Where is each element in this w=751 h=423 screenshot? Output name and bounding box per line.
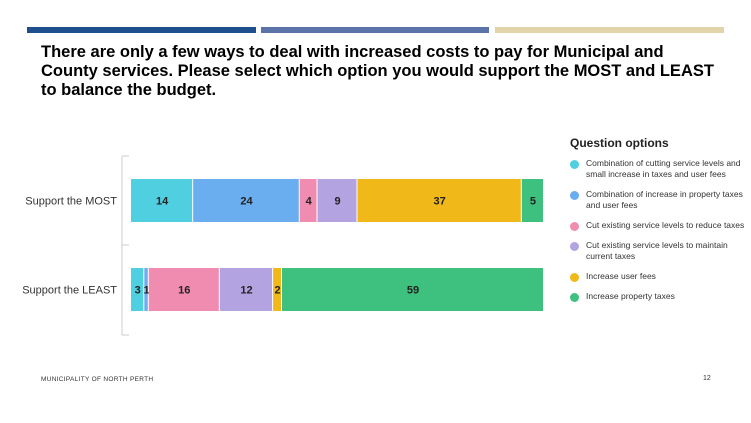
legend-label: Cut existing service levels to maintain … <box>586 240 728 261</box>
footer-organization: MUNICIPALITY OF NORTH PERTH <box>41 376 154 383</box>
legend-label: Combination of cutting service levels an… <box>586 158 741 179</box>
data-label-1-4: 2 <box>274 285 280 297</box>
legend-label: Combination of increase in property taxe… <box>586 189 743 210</box>
data-label-0-5: 5 <box>530 196 536 208</box>
legend-title: Question options <box>570 136 669 150</box>
legend-item-0: Combination of cutting service levels an… <box>570 158 745 180</box>
data-label-1-1: 1 <box>143 285 149 297</box>
data-label-0-1: 24 <box>240 196 253 208</box>
legend-label: Increase property taxes <box>586 291 675 301</box>
bar-0-4 <box>357 179 521 222</box>
data-label-0-3: 9 <box>334 196 340 208</box>
legend-item-3: Cut existing service levels to maintain … <box>570 240 745 262</box>
category-label-1: Support the LEAST <box>22 285 117 297</box>
page-number: 12 <box>703 375 711 382</box>
bar-1-0 <box>131 268 144 311</box>
category-label-0: Support the MOST <box>25 196 117 208</box>
legend-dot-icon <box>570 222 579 231</box>
legend-item-1: Combination of increase in property taxe… <box>570 189 745 211</box>
data-label-1-5: 59 <box>407 285 419 297</box>
data-label-0-0: 14 <box>156 196 169 208</box>
legend-label: Cut existing service levels to reduce ta… <box>586 220 745 230</box>
legend-dot-icon <box>570 160 579 169</box>
bar-0-0 <box>131 179 193 222</box>
bar-0-2 <box>299 179 317 222</box>
legend-item-4: Increase user fees <box>570 271 745 282</box>
bar-1-5 <box>281 268 543 311</box>
top-bar-2 <box>261 27 489 33</box>
legend: Combination of cutting service levels an… <box>570 158 745 302</box>
legend-dot-icon <box>570 293 579 302</box>
legend-item-5: Increase property taxes <box>570 291 745 302</box>
bar-1-3 <box>219 268 273 311</box>
slide-title: There are only a few ways to deal with i… <box>41 43 714 99</box>
bar-1-4 <box>273 268 281 311</box>
data-label-0-2: 4 <box>306 196 313 208</box>
top-bar-1 <box>27 27 256 33</box>
bar-1-2 <box>148 268 219 311</box>
data-label-0-4: 37 <box>434 196 446 208</box>
legend-dot-icon <box>570 242 579 251</box>
data-label-1-0: 3 <box>135 285 141 297</box>
bar-0-1 <box>193 179 299 222</box>
top-bar-3 <box>495 27 724 33</box>
legend-dot-icon <box>570 191 579 200</box>
bar-1-1 <box>144 268 148 311</box>
data-label-1-2: 16 <box>178 285 190 297</box>
legend-item-2: Cut existing service levels to reduce ta… <box>570 220 745 231</box>
bar-0-3 <box>317 179 357 222</box>
data-label-1-3: 12 <box>240 285 252 297</box>
legend-dot-icon <box>570 273 579 282</box>
legend-label: Increase user fees <box>586 271 656 281</box>
bar-0-5 <box>521 179 543 222</box>
